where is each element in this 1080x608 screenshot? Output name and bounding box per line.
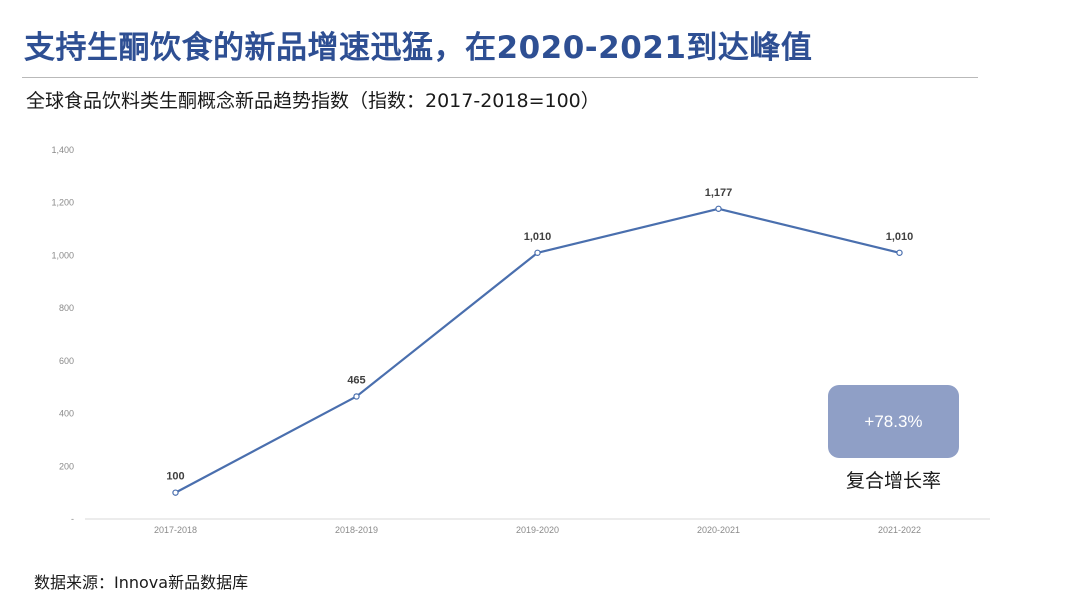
cagr-value: +78.3%	[864, 411, 923, 431]
y-tick-label: 1,200	[51, 198, 74, 208]
data-point	[534, 249, 541, 256]
data-label: 1,010	[886, 231, 914, 243]
data-point	[896, 249, 903, 256]
y-tick-label: 800	[59, 303, 74, 313]
headline: 支持生酮饮食的新品增速迅猛，在2020-2021到达峰值	[24, 30, 813, 66]
y-tick-label: 600	[59, 356, 74, 366]
data-label: 100	[166, 471, 184, 483]
y-tick-label: 1,000	[51, 250, 74, 260]
x-tick-label: 2021-2022	[878, 525, 921, 535]
x-tick-label: 2019-2020	[516, 525, 559, 535]
data-source: 数据来源：Innova新品数据库	[34, 573, 249, 592]
cagr-label: 复合增长率	[845, 470, 941, 492]
y-tick-label: 1,400	[51, 145, 74, 155]
data-point	[715, 205, 722, 212]
x-tick-label: 2020-2021	[697, 525, 740, 535]
y-tick-label: 400	[59, 409, 74, 419]
y-tick-label: -	[71, 514, 74, 524]
x-tick-label: 2017-2018	[154, 525, 197, 535]
data-point	[353, 393, 360, 400]
data-label: 1,177	[705, 187, 733, 199]
title-divider	[22, 77, 978, 78]
data-label: 1,010	[524, 231, 552, 243]
cagr-badge: +78.3%	[828, 385, 959, 458]
x-tick-label: 2018-2019	[335, 525, 378, 535]
y-tick-label: 200	[59, 461, 74, 471]
data-label: 465	[347, 374, 365, 386]
data-point	[172, 489, 179, 496]
chart-subtitle: 全球食品饮料类生酮概念新品趋势指数（指数：2017-2018=100）	[26, 90, 600, 112]
